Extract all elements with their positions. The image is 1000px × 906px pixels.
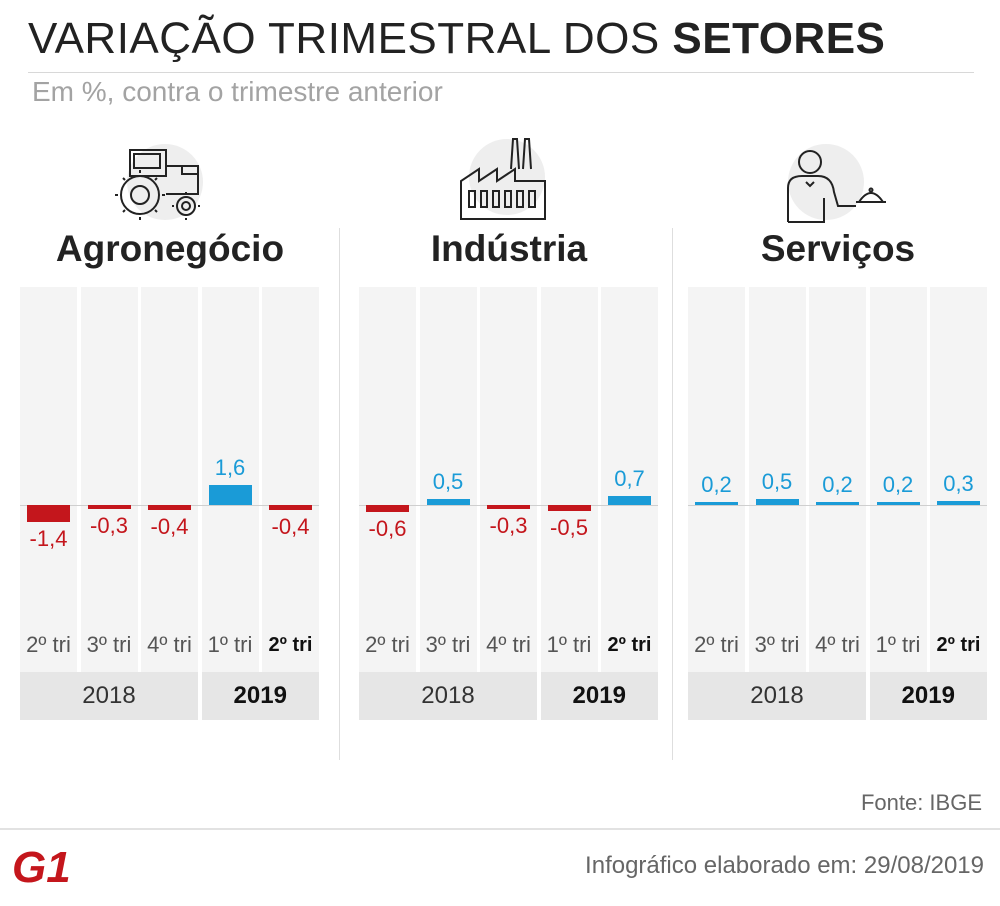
footer-rule bbox=[0, 828, 1000, 830]
quarter-label: 2º tri bbox=[365, 632, 410, 657]
bar bbox=[876, 502, 920, 505]
column-background bbox=[141, 287, 198, 672]
column-background bbox=[262, 287, 319, 672]
bar bbox=[426, 498, 470, 505]
quarter-label: 2º tri bbox=[607, 634, 652, 656]
quarter-label: 1º tri bbox=[875, 632, 921, 657]
column-background bbox=[688, 287, 745, 672]
value-label: -0,4 bbox=[271, 513, 310, 539]
bar bbox=[87, 505, 131, 509]
column-background bbox=[201, 287, 259, 672]
quarter-label: 3º tri bbox=[754, 632, 800, 657]
year-label: 2019 bbox=[540, 672, 658, 720]
quarter-label: 1º tri bbox=[207, 632, 253, 657]
value-label: 0,2 bbox=[882, 472, 914, 497]
title-rule bbox=[28, 72, 974, 73]
value-label: 0,2 bbox=[822, 472, 853, 497]
logo-text: G1 bbox=[12, 843, 71, 888]
quarter-label: 3º tri bbox=[86, 632, 132, 657]
column-background bbox=[480, 287, 537, 672]
value-label: 0,2 bbox=[701, 472, 732, 497]
value-label: 0,7 bbox=[614, 466, 645, 492]
quarter-label: 4º tri bbox=[486, 632, 531, 657]
column-background bbox=[419, 287, 477, 672]
column-background bbox=[359, 287, 416, 672]
column-background bbox=[809, 287, 866, 672]
panel-title-servicos: Serviços bbox=[760, 228, 916, 269]
value-label: 0,5 bbox=[761, 468, 793, 494]
value-label: -1,4 bbox=[29, 526, 68, 552]
g1-logo: G1 bbox=[12, 843, 71, 888]
bar bbox=[27, 505, 70, 523]
value-label: -0,5 bbox=[550, 515, 588, 541]
bar bbox=[366, 505, 409, 513]
column-background bbox=[601, 287, 658, 672]
value-label: -0,3 bbox=[489, 512, 528, 538]
bar bbox=[547, 505, 591, 512]
value-label: 0,5 bbox=[432, 468, 464, 494]
waiter-icon bbox=[787, 144, 886, 223]
bar bbox=[269, 505, 312, 510]
year-label: 2019 bbox=[201, 672, 319, 720]
quarter-label: 4º tri bbox=[815, 632, 860, 657]
column-background bbox=[748, 287, 806, 672]
quarter-label: 1º tri bbox=[546, 632, 592, 657]
column-background bbox=[80, 287, 138, 672]
bar bbox=[755, 498, 799, 505]
panel-divider bbox=[339, 228, 340, 760]
column-background bbox=[540, 287, 598, 672]
zero-line bbox=[688, 505, 987, 506]
quarter-label: 3º tri bbox=[425, 632, 471, 657]
value-label: -0,6 bbox=[368, 516, 407, 542]
year-label: 2019 bbox=[869, 672, 987, 720]
quarter-label: 2º tri bbox=[26, 632, 71, 657]
year-label: 2018 bbox=[359, 672, 537, 720]
bar bbox=[148, 505, 191, 510]
bar bbox=[208, 485, 252, 505]
value-label: 0,3 bbox=[943, 471, 974, 497]
bar bbox=[695, 502, 738, 505]
bar bbox=[816, 502, 859, 505]
column-background bbox=[930, 287, 987, 672]
bar bbox=[937, 501, 980, 505]
value-label: -0,3 bbox=[90, 512, 128, 538]
title-regular: VARIAÇÃO TRIMESTRAL DOS bbox=[28, 14, 673, 63]
subtitle: Em %, contra o trimestre anterior bbox=[32, 76, 443, 107]
year-label: 2018 bbox=[20, 672, 198, 720]
panel-divider bbox=[672, 228, 673, 760]
column-background bbox=[869, 287, 927, 672]
panel-title-agronegocio: Agronegócio bbox=[55, 228, 285, 269]
quarter-label: 2º tri bbox=[936, 634, 981, 656]
quarter-label: 2º tri bbox=[694, 632, 739, 657]
title-bold: SETORES bbox=[672, 14, 886, 63]
column-background bbox=[20, 287, 77, 672]
value-label: -0,4 bbox=[150, 513, 189, 539]
credit-line: Infográfico elaborado em: 29/08/2019 bbox=[585, 852, 984, 879]
tractor-icon bbox=[115, 144, 203, 220]
year-label: 2018 bbox=[688, 672, 866, 720]
source-note: Fonte: IBGE bbox=[860, 790, 982, 815]
quarter-label: 4º tri bbox=[147, 632, 192, 657]
bar bbox=[487, 505, 530, 509]
page-title: VARIAÇÃO TRIMESTRAL DOS SETORES bbox=[28, 14, 885, 64]
panel-title-industria: Indústria bbox=[430, 228, 588, 269]
bar bbox=[608, 496, 651, 505]
value-label: 1,6 bbox=[214, 455, 246, 481]
quarter-label: 2º tri bbox=[268, 634, 313, 656]
factory-icon bbox=[460, 138, 546, 220]
